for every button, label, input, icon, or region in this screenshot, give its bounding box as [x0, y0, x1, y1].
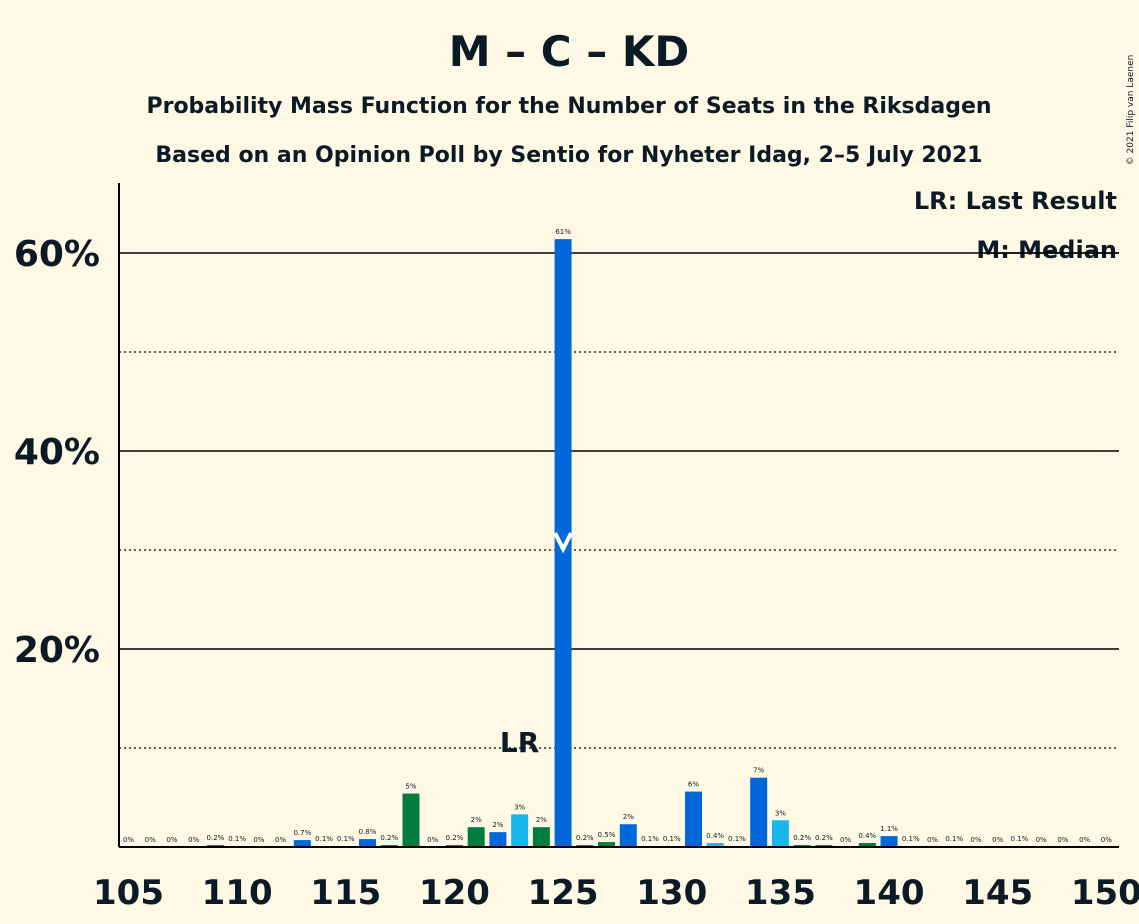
bar-label: 0.8%	[359, 828, 377, 836]
bar-label: 0%	[253, 836, 264, 844]
axes: 20% 40% 60% 105 110 115 120 125 130 135 140 145 150	[14, 183, 1139, 913]
y-tick-label: 60%	[14, 234, 100, 275]
bar-label: 0%	[992, 836, 1003, 844]
x-tick-label: 140	[854, 873, 925, 913]
bar-label: 7%	[753, 767, 764, 775]
x-tick-label: 110	[202, 873, 273, 913]
x-tick-label: 120	[419, 873, 490, 913]
last-result-marker: LR	[500, 726, 539, 759]
bar-label: 0.5%	[598, 831, 616, 839]
bar-seat-128	[619, 824, 637, 847]
bar-label: 1.1%	[880, 825, 898, 833]
bar-label: 0.4%	[706, 832, 724, 840]
bar-seat-134	[750, 777, 768, 847]
bar-seat-132	[706, 843, 724, 847]
bar-label: 3%	[514, 803, 525, 811]
bar-label: 0%	[1079, 836, 1090, 844]
y-tick-label: 40%	[14, 432, 100, 473]
bar-label: 2%	[623, 813, 634, 821]
bar-label: 0%	[166, 836, 177, 844]
bar-label: 0%	[275, 836, 286, 844]
chart-title: M – C – KD	[449, 27, 690, 76]
bar-label: 0%	[188, 836, 199, 844]
chart-subtitle-2: Based on an Opinion Poll by Sentio for N…	[155, 143, 982, 168]
bars	[206, 239, 1028, 847]
bar-label: 0.1%	[945, 835, 963, 843]
bar-label: 0%	[123, 836, 134, 844]
bar-label: 2%	[471, 816, 482, 824]
bar-seat-116	[359, 839, 377, 847]
bar-label: 0%	[970, 836, 981, 844]
bar-label: 0%	[427, 836, 438, 844]
bar-label: 61%	[555, 228, 571, 236]
bar-label: 0.2%	[815, 834, 833, 842]
y-tick-label: 20%	[14, 630, 100, 671]
copyright-text: © 2021 Filip van Laenen	[1126, 55, 1136, 166]
bar-label: 0%	[145, 836, 156, 844]
bar-label: 0.1%	[728, 835, 746, 843]
bar-label: 0.2%	[207, 834, 225, 842]
bar-label: 3%	[775, 809, 786, 817]
bar-label: 0.1%	[641, 835, 659, 843]
bar-seat-123	[511, 814, 529, 847]
bar-seat-124	[532, 827, 550, 847]
bar-label: 0.2%	[793, 834, 811, 842]
x-tick-label: 115	[310, 873, 381, 913]
x-tick-label: 145	[962, 873, 1033, 913]
x-tick-label: 105	[93, 873, 164, 913]
legend-last-result: LR: Last Result	[914, 187, 1117, 215]
bar-label: 6%	[688, 781, 699, 789]
bar-label: 0.7%	[293, 829, 311, 837]
bar-seat-135	[771, 820, 789, 847]
bar-seat-139	[858, 843, 876, 847]
bar-seat-127	[598, 842, 616, 847]
bar-label: 2%	[536, 816, 547, 824]
bar-seat-125	[554, 239, 572, 847]
bar-label: 2%	[492, 821, 503, 829]
bar-label: 0.1%	[663, 835, 681, 843]
bar-label: 5%	[405, 783, 416, 791]
bar-seat-121	[467, 827, 485, 847]
chart-subtitle: Probability Mass Function for the Number…	[146, 94, 991, 119]
bar-label: 0%	[927, 836, 938, 844]
bar-seat-122	[489, 832, 507, 847]
bar-seat-140	[880, 836, 898, 847]
bar-label: 0%	[1057, 836, 1068, 844]
bar-label: 0.1%	[1011, 835, 1029, 843]
bar-label: 0.4%	[858, 832, 876, 840]
bar-label: 0.2%	[576, 834, 594, 842]
bar-seat-131	[684, 791, 702, 847]
x-tick-label: 150	[1071, 873, 1139, 913]
bar-label: 0.1%	[228, 835, 246, 843]
bar-labels: 0% 0% 0% 0% 0.2% 0.1% 0% 0%0.7%0.1% 0.1%0.8%0.2%…	[123, 228, 1112, 844]
bar-label: 0%	[1101, 836, 1112, 844]
median-marker	[553, 532, 573, 554]
bar-seat-113	[293, 840, 311, 847]
bar-label: 0.1%	[337, 835, 355, 843]
bar-label: 0.2%	[446, 834, 464, 842]
bar-label: 0%	[840, 836, 851, 844]
bar-label: 0.2%	[380, 834, 398, 842]
bar-label: 0.1%	[315, 835, 333, 843]
legend-median: M: Median	[976, 236, 1117, 264]
bar-seat-118	[402, 793, 420, 847]
x-tick-label: 125	[528, 873, 599, 913]
grid-lines	[119, 252, 1119, 749]
x-tick-label: 135	[745, 873, 816, 913]
bar-label: 0%	[1036, 836, 1047, 844]
x-tick-label: 130	[636, 873, 707, 913]
bar-label: 0.1%	[902, 835, 920, 843]
